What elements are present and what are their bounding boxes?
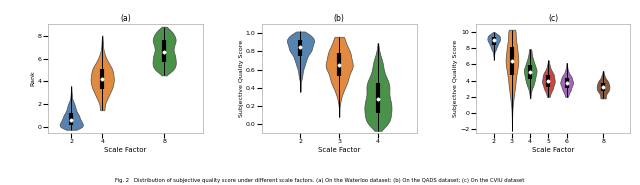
Y-axis label: Rank: Rank [31,71,36,87]
Y-axis label: Subjective Quality Score: Subjective Quality Score [453,40,458,117]
Point [525,70,535,73]
Point [66,118,76,121]
Point [159,50,170,53]
Title: (b): (b) [334,14,344,23]
X-axis label: Scale Factor: Scale Factor [532,147,574,153]
Point [561,81,572,84]
Text: Fig. 2   Distribution of subjective quality score under different scale factors.: Fig. 2 Distribution of subjective qualit… [115,178,525,183]
Y-axis label: Subjective Quality Score: Subjective Quality Score [239,40,244,117]
Point [507,59,517,62]
Point [543,79,554,82]
Point [598,85,608,88]
X-axis label: Scale Factor: Scale Factor [318,147,360,153]
Title: (c): (c) [548,14,558,23]
Point [97,78,108,81]
Point [373,98,383,101]
Title: (a): (a) [120,14,131,23]
Point [488,39,499,42]
X-axis label: Scale Factor: Scale Factor [104,147,147,153]
Point [334,63,344,66]
Point [295,46,305,48]
